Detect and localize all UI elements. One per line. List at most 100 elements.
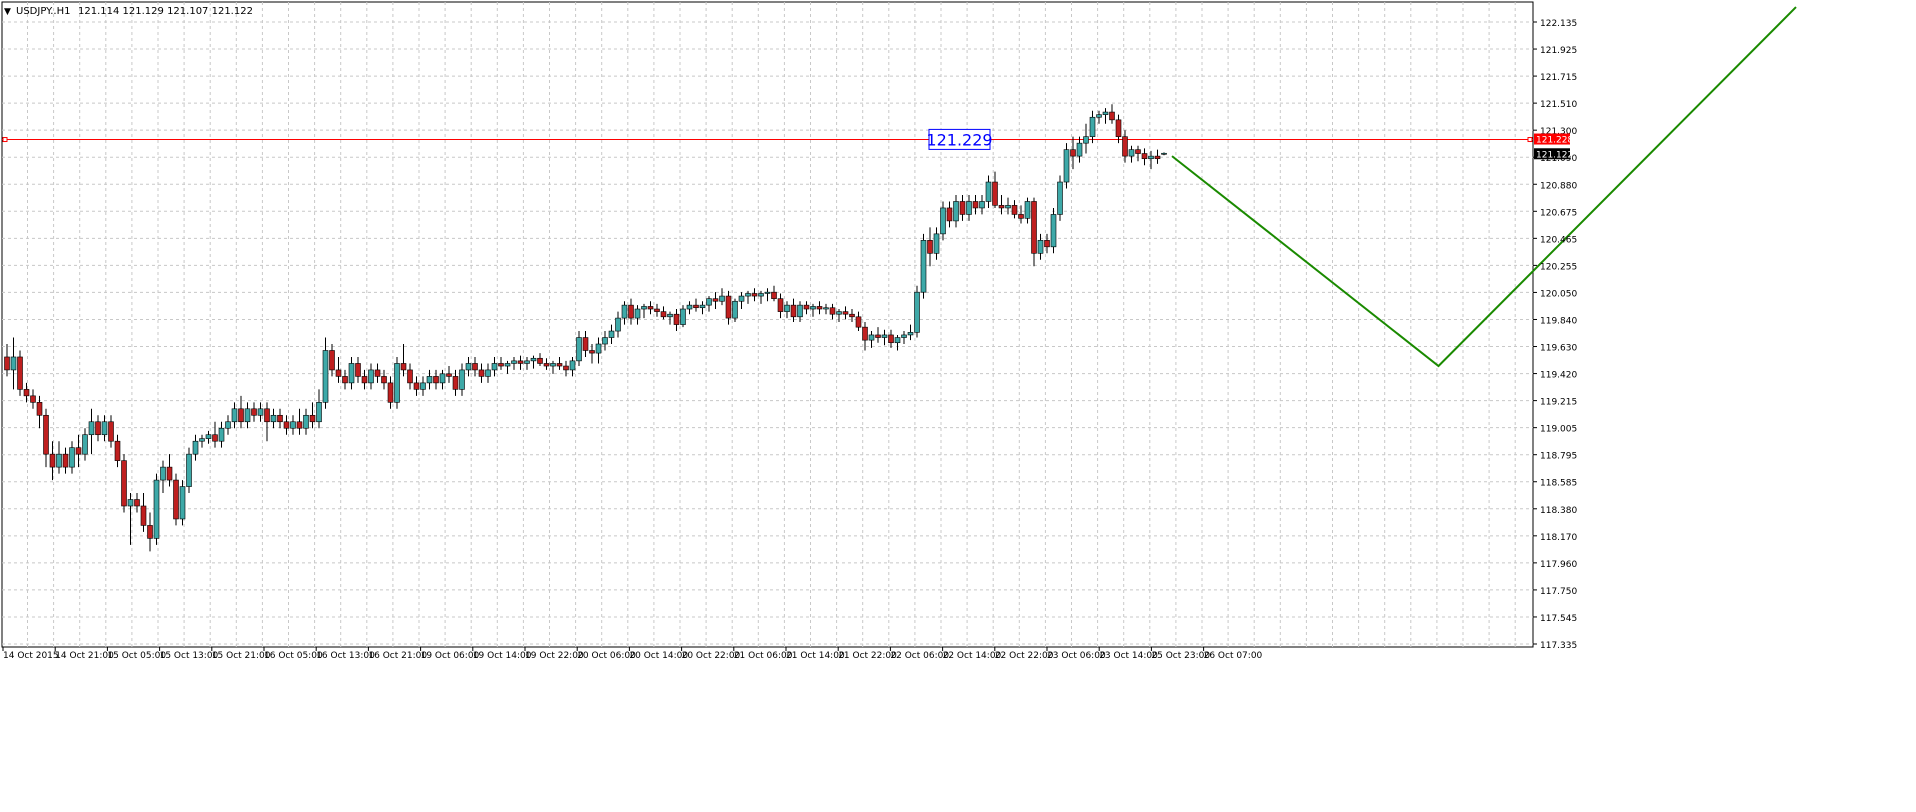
- candle-body: [238, 408, 244, 423]
- candle-body: [985, 181, 992, 202]
- candle: [816, 301, 823, 315]
- candle-body: [589, 350, 595, 354]
- candle-body: [647, 306, 654, 310]
- candle: [140, 493, 147, 532]
- candle-body: [836, 311, 842, 315]
- annotation-box[interactable]: [928, 128, 991, 150]
- candle: [563, 360, 569, 377]
- y-tick-label: 121.715: [1540, 73, 1577, 83]
- candle-body: [693, 304, 699, 309]
- line-handle-left[interactable]: [2, 137, 8, 143]
- candle-body: [56, 453, 62, 468]
- candle: [491, 356, 498, 377]
- candle-body: [979, 201, 985, 209]
- candle: [1135, 145, 1141, 162]
- candle-body: [686, 304, 693, 310]
- candle-body: [660, 311, 667, 318]
- candle: [485, 363, 491, 383]
- candle-body: [582, 337, 589, 351]
- x-tick-label: 19 Oct 22:00: [525, 651, 584, 661]
- candle-body: [530, 357, 537, 362]
- x-tick-label: 16 Oct 21:00: [368, 651, 427, 661]
- candle-body: [270, 414, 277, 423]
- x-tick-label: 21 Oct 22:00: [838, 651, 897, 661]
- candle: [420, 376, 426, 396]
- candle: [634, 305, 641, 325]
- candle-body: [1109, 111, 1115, 121]
- candle-body: [439, 373, 446, 384]
- candle: [62, 447, 69, 474]
- candle: [283, 415, 290, 435]
- x-tick-label: 16 Oct 13:00: [316, 651, 375, 661]
- candle: [758, 290, 764, 304]
- projection-zigzag[interactable]: [1171, 6, 1797, 368]
- candle: [953, 194, 959, 228]
- candle-body: [543, 363, 550, 367]
- candle-body: [914, 291, 920, 333]
- y-tick-label: 117.545: [1540, 614, 1577, 624]
- candle-body: [849, 313, 855, 318]
- candle-body: [550, 363, 556, 367]
- axes: 122.135121.925121.715121.510121.300121.0…: [2, 19, 1577, 661]
- candle-body: [1037, 240, 1044, 254]
- y-tick-label: 119.005: [1540, 425, 1577, 435]
- candle: [36, 395, 43, 429]
- candle-body: [790, 304, 797, 318]
- candle-body: [1011, 205, 1018, 215]
- candle-body: [498, 363, 504, 367]
- x-tick-label: 26 Oct 07:00: [1204, 651, 1263, 661]
- candle-body: [725, 295, 732, 319]
- candle-body: [342, 376, 348, 384]
- candle: [121, 454, 127, 513]
- annotation-text[interactable]: 121.229: [926, 130, 992, 149]
- candle-body: [400, 363, 407, 371]
- header-triangle-icon[interactable]: ▼: [4, 7, 11, 17]
- candle: [244, 402, 251, 429]
- candle-body: [1063, 149, 1070, 183]
- candle-body: [101, 421, 108, 436]
- candle-body: [823, 307, 829, 310]
- y-tick-label: 118.795: [1540, 452, 1577, 462]
- candle: [1005, 197, 1011, 215]
- candle: [849, 309, 855, 322]
- candle-body: [394, 363, 400, 403]
- candle-body: [329, 350, 335, 371]
- candle-body: [569, 360, 576, 371]
- candle: [277, 408, 283, 429]
- candle-body: [36, 402, 43, 416]
- candle-body: [452, 376, 459, 390]
- candle-body: [420, 382, 426, 390]
- candle: [732, 298, 738, 322]
- x-tick-label: 15 Oct 21:00: [212, 651, 271, 661]
- candle-body: [829, 307, 836, 315]
- candle: [179, 480, 186, 526]
- candle-body: [127, 499, 134, 507]
- candle: [147, 512, 153, 552]
- candle: [238, 395, 244, 429]
- candle: [803, 301, 810, 315]
- candle: [556, 356, 563, 370]
- candle: [459, 363, 465, 396]
- line-handle-right[interactable]: [1527, 137, 1533, 143]
- candle: [335, 356, 342, 383]
- candle: [56, 441, 62, 474]
- candle: [10, 337, 17, 390]
- x-tick-label: 16 Oct 05:00: [264, 651, 323, 661]
- candle: [199, 434, 205, 448]
- plot-frame: [1, 1, 1534, 648]
- candle-body: [244, 408, 251, 423]
- horizontal-price-line[interactable]: [2, 137, 1533, 143]
- price-annotation[interactable]: 121.229: [926, 128, 993, 150]
- projection-line[interactable]: [1171, 6, 1797, 368]
- candle-body: [868, 334, 875, 341]
- candle-body: [673, 313, 680, 325]
- candle: [881, 329, 888, 346]
- candle-body: [1141, 153, 1148, 160]
- candle: [426, 369, 433, 390]
- candle: [543, 358, 550, 370]
- candle-body: [472, 363, 478, 371]
- candle-body: [719, 295, 725, 302]
- candle: [985, 175, 992, 208]
